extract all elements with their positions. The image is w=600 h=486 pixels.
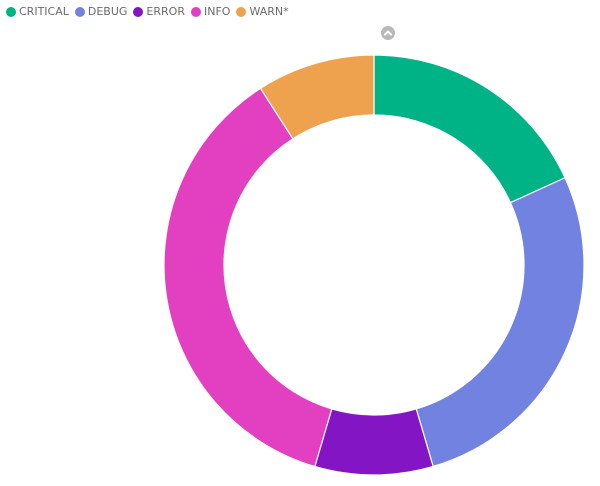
chevron-up-icon xyxy=(384,30,392,36)
legend-dot-icon xyxy=(74,6,85,17)
donut-slices xyxy=(163,54,585,476)
donut-slice-error[interactable] xyxy=(314,408,434,476)
legend-dot-icon xyxy=(236,6,247,17)
chart-legend: CRITICAL DEBUG ERROR INFO WARN* xyxy=(6,5,295,18)
legend-item-debug[interactable]: DEBUG xyxy=(74,5,128,18)
legend-item-error[interactable]: ERROR xyxy=(133,5,185,18)
legend-label: DEBUG xyxy=(87,5,128,18)
donut-slice-debug[interactable] xyxy=(415,176,585,468)
collapse-button[interactable] xyxy=(381,26,395,40)
legend-label: INFO xyxy=(203,5,231,18)
donut-slice-warn[interactable] xyxy=(259,54,375,140)
legend-label: ERROR xyxy=(146,5,185,18)
legend-dot-icon xyxy=(6,6,16,17)
donut-slice-info[interactable] xyxy=(163,87,333,468)
legend-label: CRITICAL xyxy=(19,5,69,18)
donut-slice-critical[interactable] xyxy=(373,54,566,204)
legend-dot-icon xyxy=(133,6,144,17)
legend-dot-icon xyxy=(190,6,201,17)
legend-item-critical[interactable]: CRITICAL xyxy=(6,5,69,18)
legend-label: WARN* xyxy=(249,5,289,18)
legend-item-warn[interactable]: WARN* xyxy=(236,5,289,18)
legend-item-info[interactable]: INFO xyxy=(190,5,231,18)
